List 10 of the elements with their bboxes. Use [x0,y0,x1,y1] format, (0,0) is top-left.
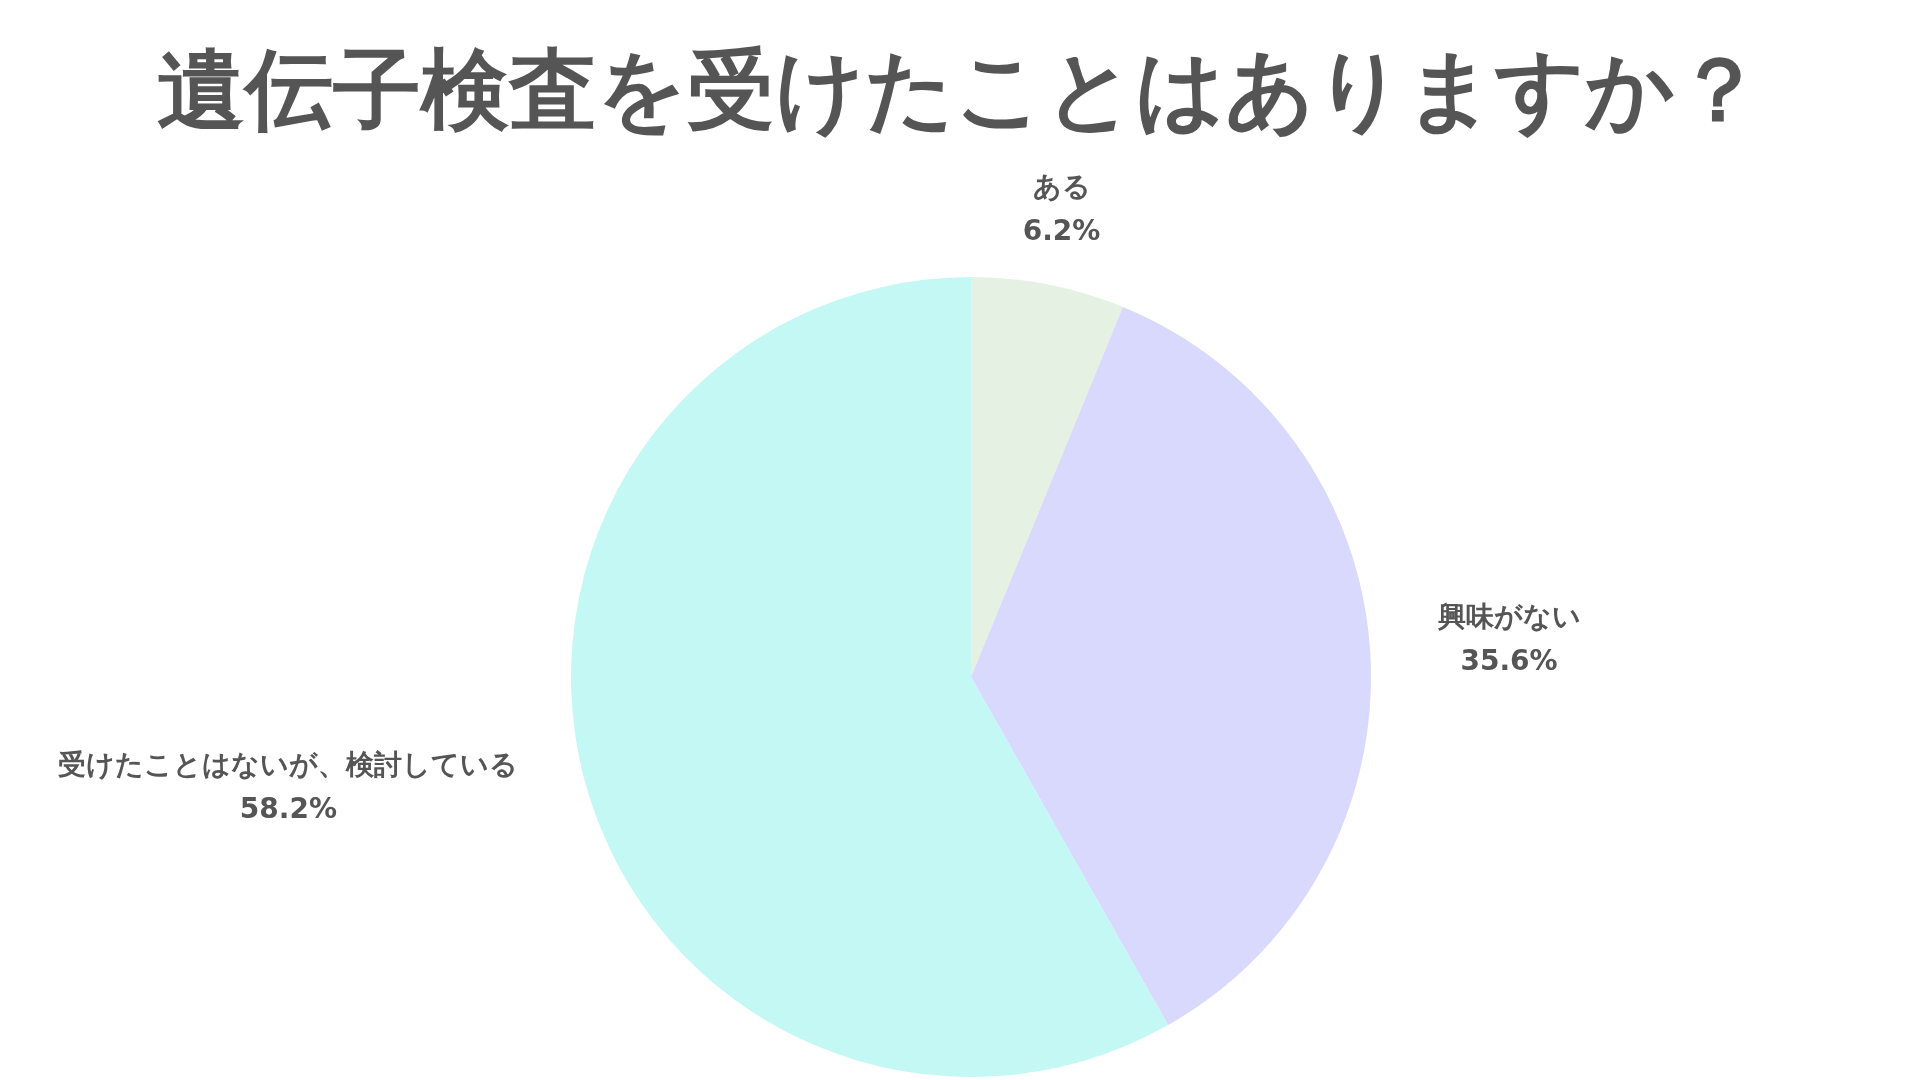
data-label: 58.2% [239,792,338,826]
slice-label: 興味がない [1436,599,1581,633]
slice-label: ある [1032,169,1091,203]
data-label: 35.6% [1460,643,1558,677]
slice-label: 受けたことはないが、検討している [58,748,519,782]
chart-title: 遺伝子検査を受けたことはありますか？ [157,38,1763,141]
pie-slice [971,277,1123,677]
pie-slice [571,277,1169,1077]
pie-slice [971,306,1371,1026]
data-label: 6.2% [1022,213,1101,247]
